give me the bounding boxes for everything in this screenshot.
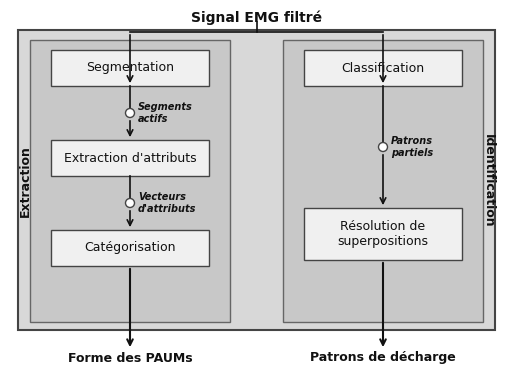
Bar: [51, 230, 209, 266]
Text: Forme des PAUMs: Forme des PAUMs: [68, 351, 192, 364]
Circle shape: [126, 109, 134, 118]
Circle shape: [379, 142, 387, 152]
Text: Vecteurs
d'attributs: Vecteurs d'attributs: [138, 192, 196, 214]
Bar: [51, 50, 209, 86]
Text: Classification: Classification: [342, 61, 425, 74]
Bar: [304, 50, 462, 86]
Text: Résolution de
superpositions: Résolution de superpositions: [338, 220, 428, 248]
Text: Identification: Identification: [482, 134, 495, 228]
Text: Patrons de décharge: Patrons de décharge: [310, 351, 456, 364]
Bar: [304, 208, 462, 260]
Text: Segmentation: Segmentation: [86, 61, 174, 74]
Text: Extraction d'attributs: Extraction d'attributs: [64, 152, 196, 164]
Circle shape: [126, 199, 134, 207]
Text: Catégorisation: Catégorisation: [84, 242, 176, 255]
Text: Patrons
partiels: Patrons partiels: [391, 136, 433, 158]
Bar: [283, 40, 483, 322]
Text: Segments
actifs: Segments actifs: [138, 102, 193, 124]
Text: Signal EMG filtré: Signal EMG filtré: [191, 11, 322, 25]
Text: Extraction: Extraction: [18, 145, 31, 217]
Bar: [18, 30, 495, 330]
Bar: [51, 140, 209, 176]
Bar: [30, 40, 230, 322]
